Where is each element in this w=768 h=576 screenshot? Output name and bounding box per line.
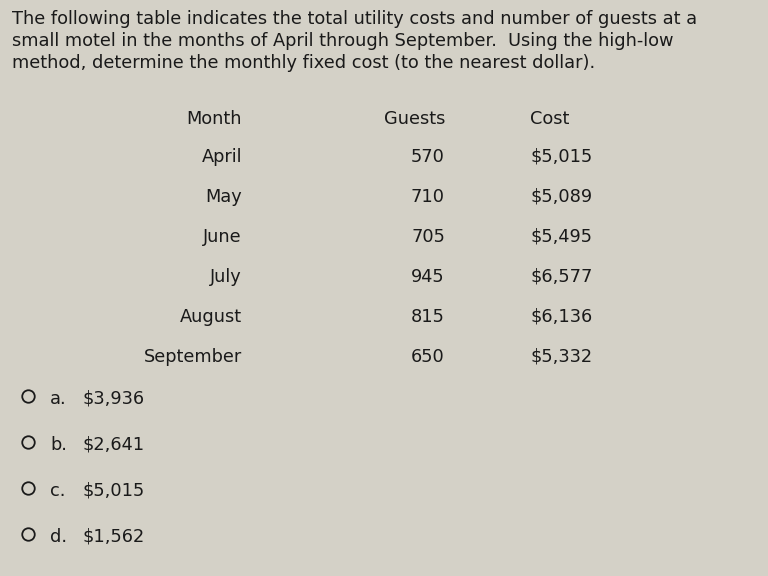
- Text: $5,089: $5,089: [530, 188, 592, 206]
- Text: Cost: Cost: [530, 110, 569, 128]
- Text: $6,577: $6,577: [530, 268, 592, 286]
- Text: $3,936: $3,936: [82, 390, 144, 408]
- Text: method, determine the monthly fixed cost (to the nearest dollar).: method, determine the monthly fixed cost…: [12, 54, 595, 72]
- Text: $5,332: $5,332: [530, 348, 592, 366]
- Text: 945: 945: [412, 268, 445, 286]
- Text: June: June: [204, 228, 242, 246]
- Text: $6,136: $6,136: [530, 308, 592, 326]
- Text: 650: 650: [411, 348, 445, 366]
- Text: July: July: [210, 268, 242, 286]
- Text: 570: 570: [411, 148, 445, 166]
- Text: $5,495: $5,495: [530, 228, 592, 246]
- Text: $1,562: $1,562: [82, 528, 144, 546]
- Text: 705: 705: [411, 228, 445, 246]
- Text: August: August: [180, 308, 242, 326]
- Text: small motel in the months of April through September.  Using the high-low: small motel in the months of April throu…: [12, 32, 674, 50]
- Text: $2,641: $2,641: [82, 436, 144, 454]
- Text: Month: Month: [187, 110, 242, 128]
- Text: $5,015: $5,015: [82, 482, 144, 500]
- Text: The following table indicates the total utility costs and number of guests at a: The following table indicates the total …: [12, 10, 697, 28]
- Text: a.: a.: [50, 390, 67, 408]
- Text: c.: c.: [50, 482, 65, 500]
- Text: 710: 710: [411, 188, 445, 206]
- Text: April: April: [201, 148, 242, 166]
- Text: September: September: [144, 348, 242, 366]
- Text: b.: b.: [50, 436, 67, 454]
- Text: d.: d.: [50, 528, 67, 546]
- Text: May: May: [205, 188, 242, 206]
- Text: Guests: Guests: [384, 110, 445, 128]
- Text: 815: 815: [411, 308, 445, 326]
- Text: $5,015: $5,015: [530, 148, 592, 166]
